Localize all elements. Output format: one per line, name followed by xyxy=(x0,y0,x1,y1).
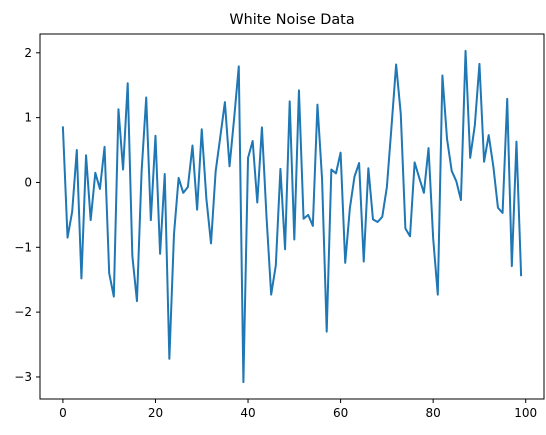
axis-ticks: 0 20 40 60 80 100 −3 −2 −1 0 1 2 xyxy=(14,46,537,420)
x-tick-label: 100 xyxy=(514,406,537,420)
x-tick-label: 40 xyxy=(240,406,255,420)
y-tick-label: −3 xyxy=(14,370,32,384)
x-tick-label: 0 xyxy=(59,406,67,420)
y-tick-label: 2 xyxy=(24,46,32,60)
y-tick-label: 1 xyxy=(24,111,32,125)
y-tick-label: −2 xyxy=(14,305,32,319)
x-tick-label: 20 xyxy=(148,406,163,420)
y-tick-label: −1 xyxy=(14,240,32,254)
x-tick-label: 80 xyxy=(426,406,441,420)
x-tick-label: 60 xyxy=(333,406,348,420)
y-tick-label: 0 xyxy=(24,175,32,189)
series-line xyxy=(61,49,523,384)
axes-frame xyxy=(39,33,545,400)
chart-title: White Noise Data xyxy=(229,12,354,28)
